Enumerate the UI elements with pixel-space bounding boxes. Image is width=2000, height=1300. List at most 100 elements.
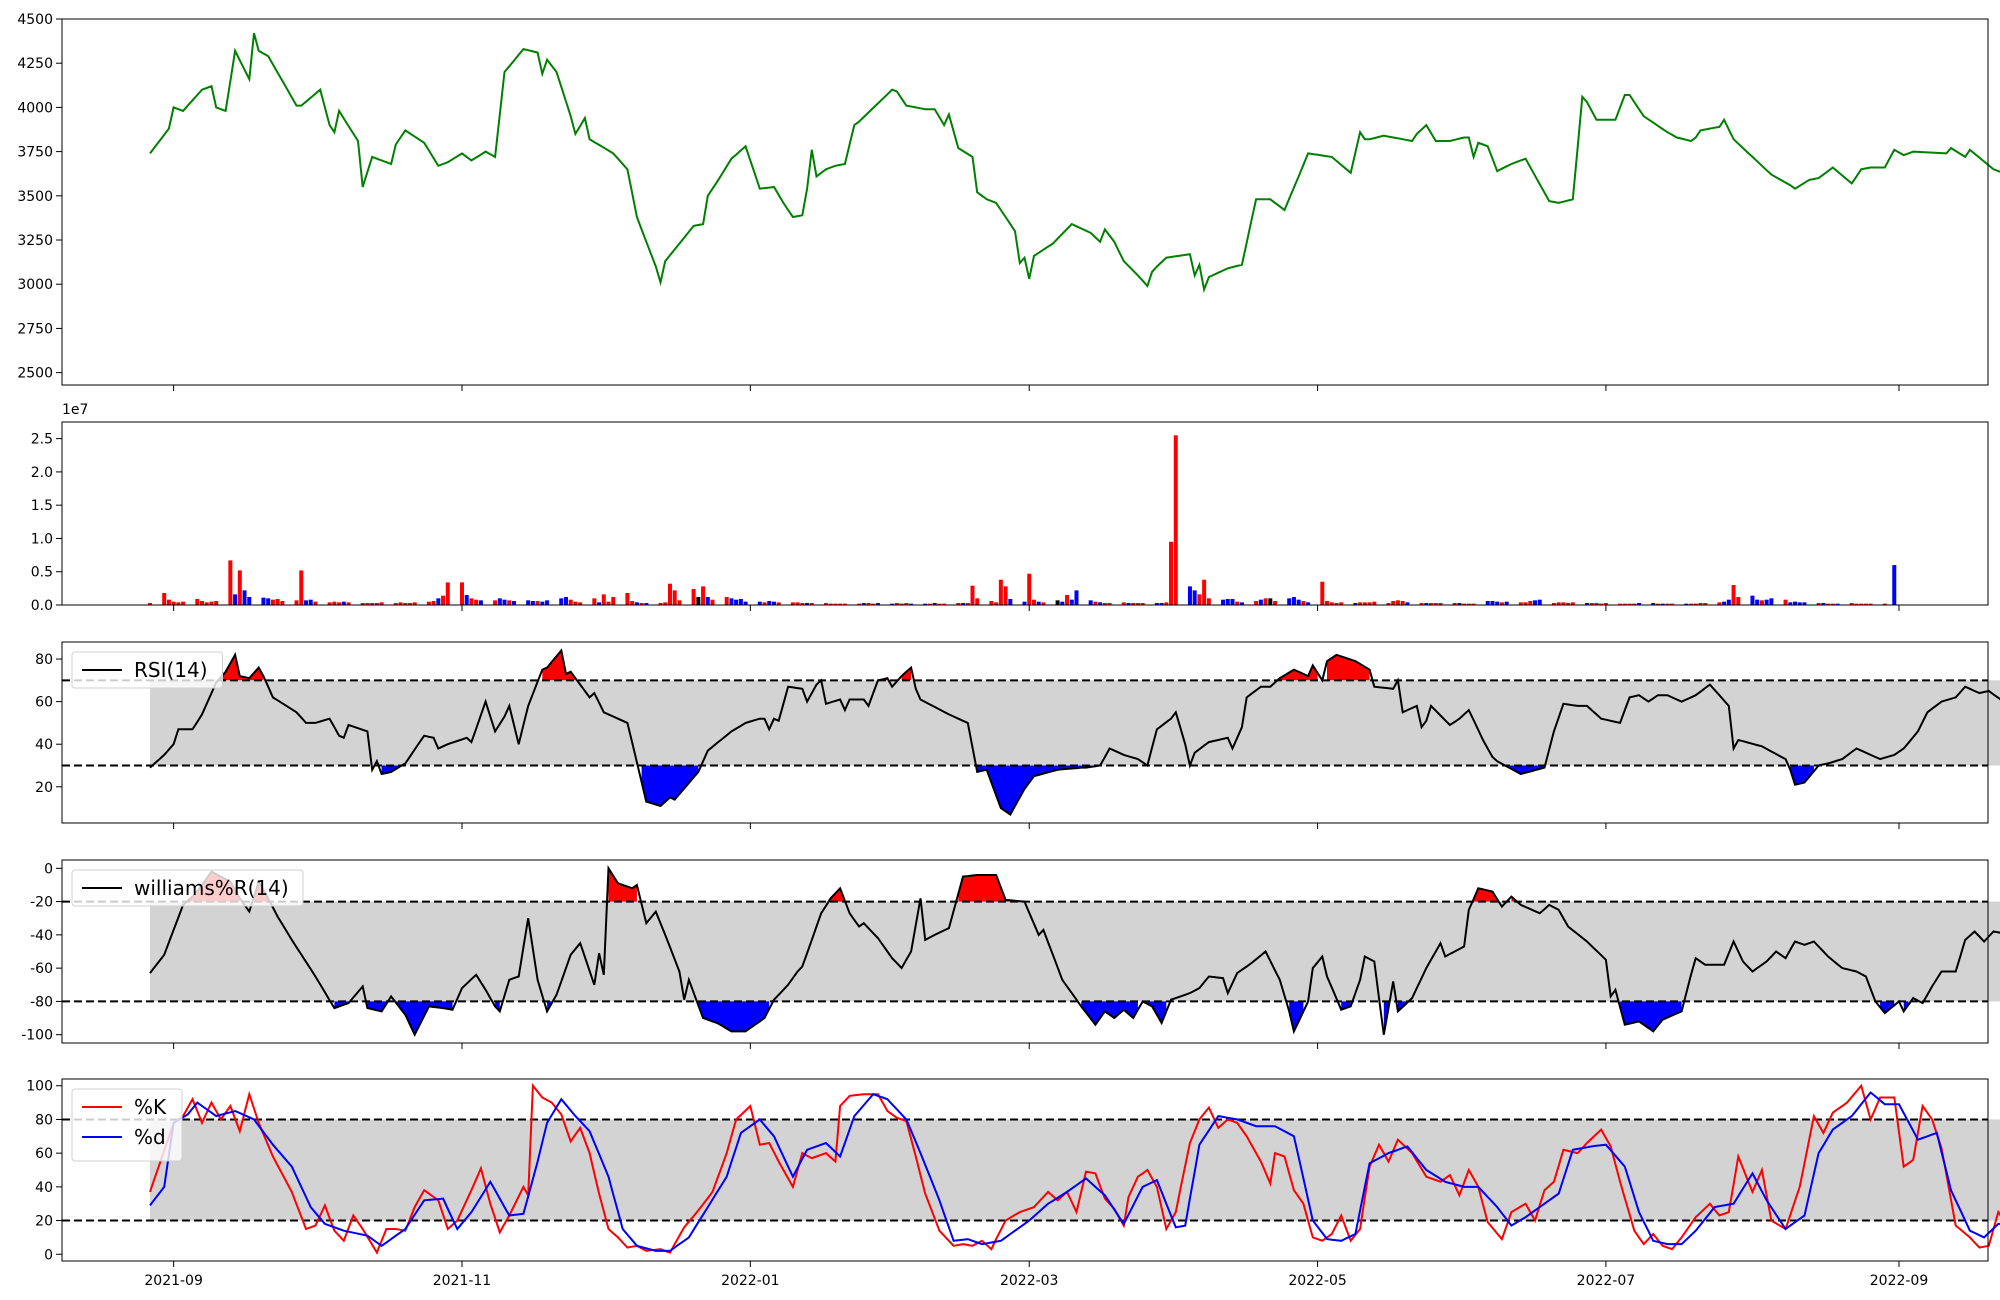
volume-bar [1570, 602, 1575, 605]
volume-bar [1561, 602, 1566, 605]
volume-bar [341, 601, 346, 605]
oversold-fill [698, 1001, 770, 1032]
y-tick-label: 3500 [17, 189, 53, 205]
volume-bar [866, 603, 871, 605]
volume-bar [1566, 603, 1571, 605]
volume-bar [1689, 603, 1694, 605]
volume-bar [1726, 599, 1731, 605]
volume-bar [937, 603, 942, 605]
panel-frame [61, 1078, 1989, 1262]
volume-bar [1230, 599, 1235, 605]
volume-bar [1358, 602, 1363, 605]
volume-bar [1192, 590, 1197, 605]
volume-bar [337, 602, 342, 605]
volume-bar [823, 603, 828, 605]
y-tick-label: 80 [35, 652, 53, 668]
volume-bar [1372, 601, 1377, 605]
y-tick-label: 2500 [17, 366, 53, 382]
volume-bar [1731, 585, 1736, 605]
volume-bar [1882, 603, 1887, 605]
volume-bar [398, 602, 403, 605]
volume-bar [1750, 595, 1755, 605]
volume-bar [1438, 603, 1443, 605]
volume-bar [1268, 598, 1273, 605]
volume-bar [1528, 601, 1533, 605]
volume-bar [1339, 602, 1344, 605]
y-tick-label: 2.5 [31, 432, 53, 448]
volume-bar [1655, 603, 1660, 605]
volume-bar [469, 598, 474, 605]
panel-rsi: 20 40 60 80 RSI(14) [35, 641, 2000, 829]
volume-bar [1008, 599, 1013, 605]
y-tick-label: 0.5 [31, 565, 53, 581]
volume-bar [214, 601, 219, 605]
volume-bar [1107, 603, 1112, 605]
volume-bar [1452, 603, 1457, 605]
volume-bar [1764, 599, 1769, 605]
volume-bar [1622, 603, 1627, 605]
oversold-fill [1790, 765, 1814, 785]
volume-bar [507, 600, 512, 605]
volume-bar [393, 603, 398, 605]
x-tick-label: 2022-09 [1870, 1273, 1929, 1289]
volume-bar [270, 599, 275, 605]
y-tick-label: 20 [35, 1214, 53, 1230]
volume-bar [1835, 603, 1840, 605]
volume-bar [535, 601, 540, 605]
volume-bar [970, 585, 975, 605]
williams-line [149, 865, 2000, 1037]
volume-bar [1069, 599, 1074, 605]
volume-bar [1395, 600, 1400, 605]
volume-bar [729, 598, 734, 605]
volume-bar [1755, 599, 1760, 605]
volume-bar [1892, 565, 1897, 605]
oversold-fill [1147, 1001, 1167, 1023]
volume-bar [1703, 603, 1708, 605]
volume-bar [299, 570, 304, 605]
volume-bar [1466, 603, 1471, 605]
volume-bar [1660, 603, 1665, 605]
volume-bar [871, 603, 876, 605]
oversold-fill [1620, 1001, 1682, 1032]
volume-bar [445, 582, 450, 605]
volume-bar [828, 603, 833, 605]
volume-bar [327, 602, 332, 605]
volume-bar [1235, 601, 1240, 605]
volume-bar [1556, 602, 1561, 605]
oversold-fill [1081, 1001, 1138, 1025]
band-fill [150, 680, 2000, 766]
y-tick-label: 3250 [17, 233, 53, 249]
panel-frame [61, 859, 1989, 1044]
volume-bar [1301, 601, 1306, 605]
volume-bar [1334, 603, 1339, 605]
volume-bar [540, 601, 545, 605]
volume-bar [923, 603, 928, 605]
volume-bar [1036, 601, 1041, 605]
rsi-line [149, 648, 2000, 816]
volume-bar [578, 602, 583, 605]
volume-bar [672, 590, 677, 605]
legend: RSI(14) [71, 651, 223, 689]
volume-bar [1816, 603, 1821, 605]
volume-bar [663, 602, 668, 605]
volume-bar [280, 601, 285, 605]
volume-bar [1391, 601, 1396, 605]
volume-bar [171, 601, 176, 605]
y-tick-label: 1.0 [31, 531, 53, 547]
volume-bar [1589, 603, 1594, 605]
panel-frame [61, 641, 1989, 824]
volume-bar [1164, 602, 1169, 605]
volume-bar [1788, 602, 1793, 605]
volume-bar [474, 599, 479, 605]
volume-bar [407, 603, 412, 605]
volume-bar [478, 600, 483, 605]
volume-bar [1868, 603, 1873, 605]
volume-bar [1074, 590, 1079, 605]
y-tick-label: 0 [44, 1247, 53, 1263]
y-tick-label: 3000 [17, 277, 53, 293]
volume-bar [148, 603, 152, 605]
y-tick-label: 2.0 [31, 465, 53, 481]
volume-bar [181, 601, 186, 605]
volume-bar [1551, 603, 1556, 605]
volume-bar [303, 600, 308, 605]
